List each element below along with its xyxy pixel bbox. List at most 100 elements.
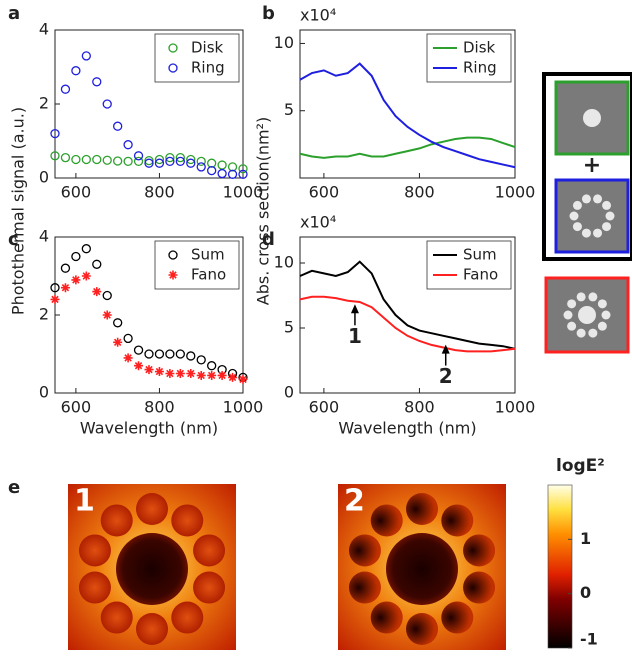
data-point	[61, 154, 69, 162]
data-point	[155, 350, 163, 358]
data-point	[61, 264, 69, 272]
map-particle	[79, 534, 111, 566]
legend-label: Sum	[463, 246, 497, 264]
y-tick-label: 5	[284, 318, 294, 337]
data-point	[72, 67, 80, 75]
data-point	[124, 157, 132, 165]
data-point	[72, 253, 80, 261]
map-particle	[349, 572, 381, 604]
figure: + 12 a6008001000024Photothermal signal (…	[0, 0, 632, 658]
y-tick-label: 4	[39, 20, 49, 39]
y-tick-label: 4	[39, 227, 49, 246]
data-point	[218, 161, 226, 169]
arrow-head	[351, 304, 359, 313]
x-axis-label: Wavelength (nm)	[338, 419, 476, 438]
colorbar-tick-label: -1	[580, 630, 598, 649]
data-point	[114, 122, 122, 130]
ring-particle	[598, 299, 607, 308]
legend-label: Fano	[191, 266, 226, 284]
data-point	[207, 371, 216, 380]
data-point	[114, 319, 122, 327]
data-point	[51, 295, 60, 304]
data-point	[61, 283, 70, 292]
data-point	[103, 100, 111, 108]
series-line	[300, 138, 515, 158]
map-particle	[371, 504, 403, 536]
panel-label: e	[8, 477, 20, 498]
legend-label: Ring	[191, 59, 225, 77]
legend-label: Sum	[191, 246, 225, 264]
ring-particle	[570, 212, 579, 221]
data-point	[197, 163, 205, 171]
ring-image	[556, 180, 628, 252]
data-point	[93, 260, 101, 268]
ring-particle	[567, 299, 576, 308]
ring-particle	[577, 329, 586, 338]
data-point	[155, 367, 164, 376]
data-point	[92, 287, 101, 296]
map-label: 2	[344, 484, 365, 519]
y-axis-label: Abs. cross section(nm²)	[254, 117, 273, 305]
data-point	[124, 141, 132, 149]
ring-particle	[567, 322, 576, 331]
ring-particle	[602, 311, 611, 320]
map-particle	[79, 572, 111, 604]
data-point	[114, 157, 122, 165]
map-label: 1	[74, 484, 95, 519]
panel-label: b	[262, 3, 275, 24]
data-point	[218, 170, 226, 178]
data-point	[82, 245, 90, 253]
y-tick-label: 0	[39, 383, 49, 402]
y-tick-label: 10	[274, 33, 294, 52]
x-tick-label: 1000	[495, 183, 536, 202]
field-maps: 12	[68, 484, 506, 651]
colorbar-tick-label: 0	[580, 583, 591, 602]
data-point	[82, 52, 90, 60]
x-tick-label: 800	[144, 398, 175, 417]
map-particle	[101, 504, 133, 536]
ring-particle	[582, 229, 591, 238]
ring-particle	[564, 311, 573, 320]
map-particle	[193, 534, 225, 566]
ring-particle	[577, 292, 586, 301]
x-tick-label: 800	[144, 183, 175, 202]
data-point	[71, 275, 80, 284]
map-particle	[441, 602, 473, 634]
data-point	[103, 156, 111, 164]
map-particle	[406, 613, 438, 645]
x-tick-label: 1000	[495, 398, 536, 417]
colorbar	[548, 485, 572, 648]
legend-swatch	[169, 271, 178, 280]
data-point	[145, 365, 154, 374]
data-point	[103, 311, 112, 320]
plus-sign: +	[583, 153, 601, 178]
data-point	[72, 156, 80, 164]
map-particle	[371, 602, 403, 634]
legend-label: Fano	[463, 266, 498, 284]
data-point	[135, 346, 143, 354]
ring-particle	[602, 201, 611, 210]
data-point	[124, 353, 133, 362]
y-tick-label: 2	[39, 305, 49, 324]
annotation-label: 1	[348, 324, 362, 348]
colorbar-tick-label: 1	[580, 529, 591, 548]
ring-particle	[573, 201, 582, 210]
ring-particle	[588, 329, 597, 338]
y-tick-label: 10	[274, 253, 294, 272]
map-particle	[171, 602, 203, 634]
data-point	[165, 369, 174, 378]
disk-particle	[583, 109, 601, 127]
y-axis-label: Photothermal signal (a.u.)	[9, 107, 28, 315]
legend-label: Ring	[463, 59, 497, 77]
ring-particle	[593, 229, 602, 238]
map-particle	[406, 493, 438, 525]
data-point	[135, 152, 143, 160]
panel-label: a	[8, 3, 20, 24]
legend-label: Disk	[191, 39, 224, 57]
ring-particle	[593, 194, 602, 203]
y-tick-label: 0	[284, 383, 294, 402]
map-particle	[136, 493, 168, 525]
panel-label: d	[262, 229, 275, 250]
data-point	[82, 156, 90, 164]
data-point	[228, 373, 237, 382]
